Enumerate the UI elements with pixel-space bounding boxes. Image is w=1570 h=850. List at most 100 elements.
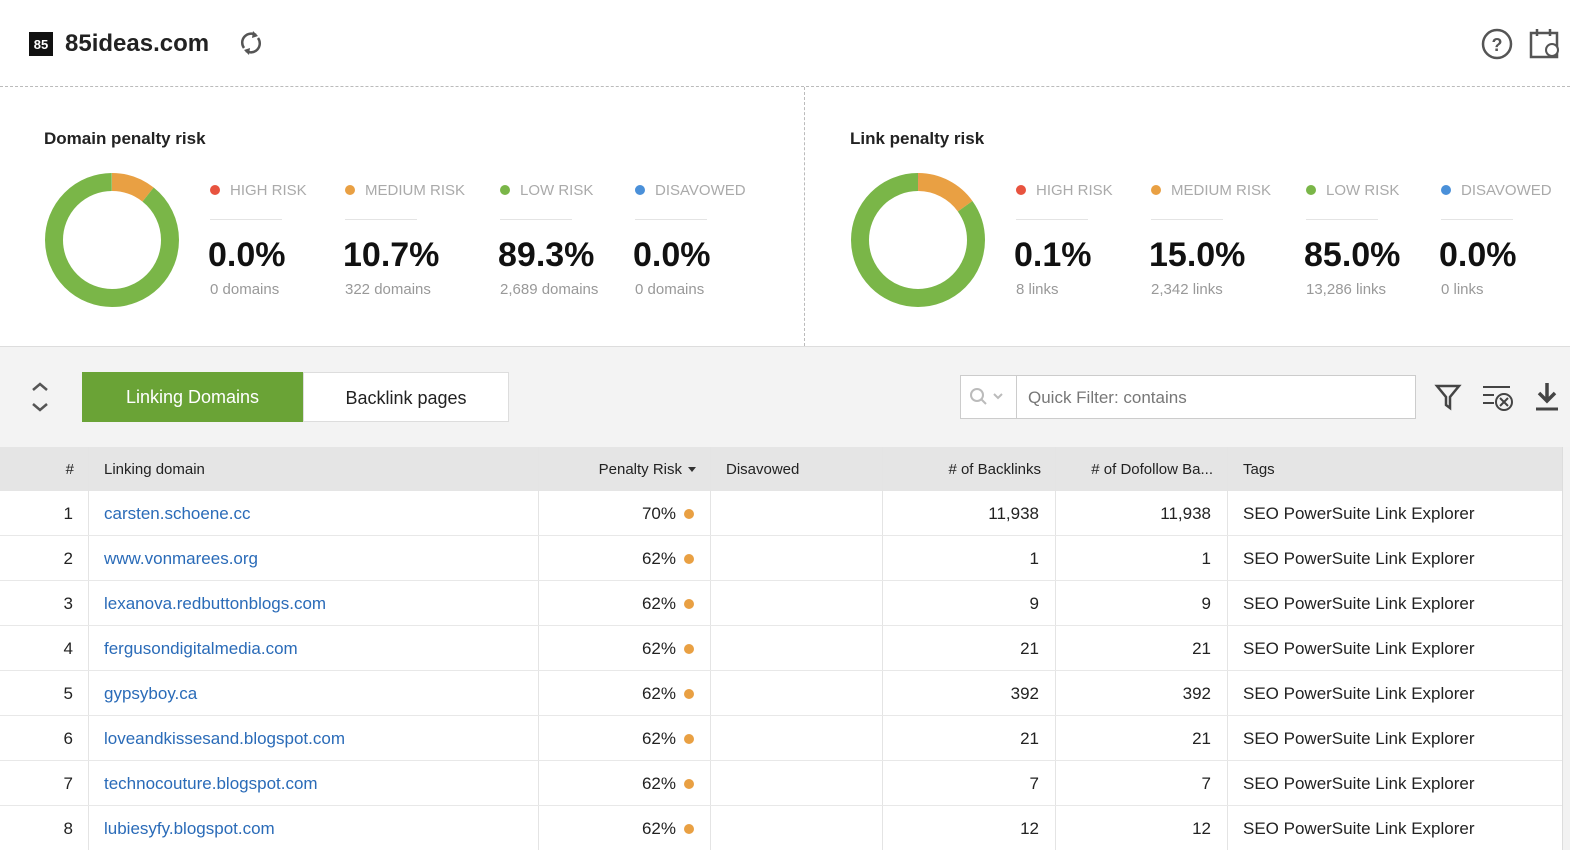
risk-dot bbox=[684, 824, 694, 834]
risk-dot bbox=[684, 554, 694, 564]
stat-value: 85.0% bbox=[1304, 236, 1401, 274]
stat-rule bbox=[210, 219, 282, 220]
table-cell: SEO PowerSuite Link Explorer bbox=[1243, 639, 1475, 658]
table-cell: SEO PowerSuite Link Explorer bbox=[1243, 504, 1475, 523]
stat-rule bbox=[345, 219, 417, 220]
stat-count: 2,342 links bbox=[1151, 281, 1223, 298]
legend-dot bbox=[635, 185, 645, 195]
legend-dot bbox=[1441, 185, 1451, 195]
site-icon: 85 bbox=[29, 32, 53, 56]
stat-rule bbox=[500, 219, 572, 220]
clear-filter-button[interactable] bbox=[1480, 382, 1516, 414]
search-icon bbox=[970, 388, 1003, 405]
table-cell: 21 bbox=[1020, 729, 1039, 748]
donut-segment bbox=[851, 173, 985, 307]
table-cell: SEO PowerSuite Link Explorer bbox=[1243, 819, 1475, 838]
table-cell: 4 bbox=[63, 639, 73, 658]
table-row[interactable] bbox=[0, 761, 1562, 806]
stat-rule bbox=[1306, 219, 1378, 220]
table-cell: 12 bbox=[1192, 819, 1211, 838]
column-border bbox=[710, 447, 711, 850]
risk-dot bbox=[684, 734, 694, 744]
stat-value: 0.1% bbox=[1014, 236, 1092, 274]
collapse-button[interactable] bbox=[28, 380, 52, 414]
column-header[interactable]: Disavowed bbox=[726, 461, 800, 478]
legend-dot bbox=[345, 185, 355, 195]
risk-dot bbox=[684, 779, 694, 789]
donut-segment bbox=[45, 173, 179, 307]
stat-label: DISAVOWED bbox=[655, 182, 746, 199]
stat-label: HIGH RISK bbox=[1036, 182, 1113, 199]
domain-link[interactable]: loveandkissesand.blogspot.com bbox=[104, 729, 345, 748]
tab[interactable]: Backlink pages bbox=[303, 372, 509, 422]
table-cell: 8 bbox=[63, 819, 73, 838]
column-border bbox=[1055, 447, 1056, 850]
table-cell: 7 bbox=[63, 774, 73, 793]
filter-button[interactable] bbox=[1434, 382, 1462, 412]
table-cell: SEO PowerSuite Link Explorer bbox=[1243, 729, 1475, 748]
table-cell: 12 bbox=[1020, 819, 1039, 838]
panel-title: Domain penalty risk bbox=[44, 129, 206, 148]
stat-count: 2,689 domains bbox=[500, 281, 599, 298]
donut-charts bbox=[45, 173, 985, 307]
column-border bbox=[538, 447, 539, 850]
table-cell: 9 bbox=[1201, 594, 1211, 613]
table-cell: SEO PowerSuite Link Explorer bbox=[1243, 684, 1475, 703]
risk-dot bbox=[684, 644, 694, 654]
table-cell: 62% bbox=[641, 819, 676, 838]
table-cell: 62% bbox=[641, 729, 676, 748]
column-border bbox=[88, 447, 89, 850]
table-row[interactable] bbox=[0, 626, 1562, 671]
svg-text:?: ? bbox=[1492, 35, 1503, 55]
domain-link[interactable]: gypsyboy.ca bbox=[104, 684, 198, 703]
table-row[interactable] bbox=[0, 581, 1562, 626]
table-cell: 21 bbox=[1192, 639, 1211, 658]
help-button[interactable]: ? bbox=[1480, 27, 1514, 61]
table-row[interactable] bbox=[0, 536, 1562, 581]
tab[interactable]: Linking Domains bbox=[82, 372, 303, 422]
table-cell: 1 bbox=[1029, 549, 1039, 568]
table-cell: 21 bbox=[1192, 729, 1211, 748]
risk-dot bbox=[684, 599, 694, 609]
stat-label: LOW RISK bbox=[1326, 182, 1400, 199]
domain-link[interactable]: www.vonmarees.org bbox=[104, 549, 259, 568]
column-header[interactable]: Tags bbox=[1243, 461, 1275, 478]
column-header[interactable]: # of Dofollow Ba... bbox=[1091, 461, 1213, 478]
filter-box[interactable] bbox=[960, 375, 1416, 419]
table-cell: 1 bbox=[1201, 549, 1211, 568]
legend-dot bbox=[1306, 185, 1316, 195]
stat-label: HIGH RISK bbox=[230, 182, 307, 199]
table-row[interactable] bbox=[0, 671, 1562, 716]
stat-count: 0 domains bbox=[210, 281, 280, 298]
domain-link[interactable]: technocouture.blogspot.com bbox=[104, 774, 318, 793]
domain-link[interactable]: lubiesyfy.blogspot.com bbox=[104, 819, 275, 838]
column-header[interactable]: Linking domain bbox=[104, 461, 205, 478]
risk-dot bbox=[684, 509, 694, 519]
stat-count: 0 links bbox=[1441, 281, 1484, 298]
table-cell: 62% bbox=[641, 549, 676, 568]
divider bbox=[0, 86, 1570, 87]
schedule-button[interactable] bbox=[1528, 27, 1562, 61]
stat-count: 13,286 links bbox=[1306, 281, 1387, 298]
domain-link[interactable]: fergusondigitalmedia.com bbox=[104, 639, 298, 658]
table-cell: 62% bbox=[641, 774, 676, 793]
table-cell: 70% bbox=[641, 504, 676, 523]
column-header[interactable]: # bbox=[65, 461, 74, 478]
stat-value: 89.3% bbox=[498, 236, 595, 274]
export-button[interactable] bbox=[1532, 380, 1562, 414]
stat-count: 0 domains bbox=[635, 281, 705, 298]
table-row[interactable] bbox=[0, 716, 1562, 761]
domain-link[interactable]: lexanova.redbuttonblogs.com bbox=[104, 594, 327, 613]
column-header[interactable]: Penalty Risk bbox=[598, 461, 682, 478]
legend-dot bbox=[1016, 185, 1026, 195]
legend-dot bbox=[1151, 185, 1161, 195]
domain-link[interactable]: carsten.schoene.cc bbox=[104, 504, 251, 523]
refresh-button[interactable] bbox=[236, 28, 266, 58]
table-cell: 6 bbox=[63, 729, 73, 748]
column-header[interactable]: # of Backlinks bbox=[948, 461, 1041, 478]
stat-rule bbox=[1441, 219, 1513, 220]
table-row[interactable] bbox=[0, 491, 1562, 536]
stat-value: 10.7% bbox=[343, 236, 440, 274]
table-cell: 21 bbox=[1020, 639, 1039, 658]
